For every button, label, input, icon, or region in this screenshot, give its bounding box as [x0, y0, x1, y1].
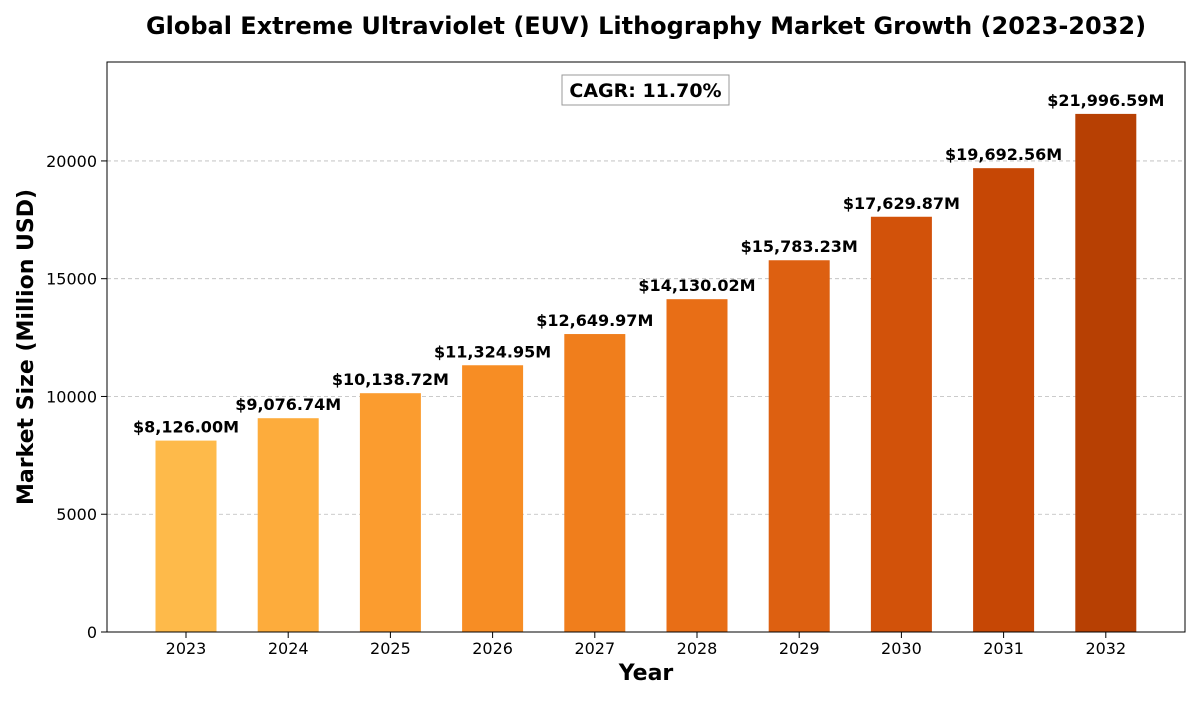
cagr-box [561, 74, 730, 106]
cagr-annotation: CAGR: 11.70% [561, 74, 730, 106]
y-axis-title: Market Size (Million USD) [14, 189, 39, 505]
bar-2031 [973, 168, 1035, 632]
bar-2026 [462, 365, 524, 632]
data-label-2032: $21,996.59M [1047, 91, 1164, 110]
y-tick-label: 15000 [46, 270, 97, 289]
x-tick-label-2023: 2023 [166, 639, 207, 658]
bar-2027 [564, 334, 626, 632]
bar-2032 [1075, 113, 1137, 632]
bar-2024 [257, 418, 319, 632]
y-tick-label: 20000 [46, 152, 97, 171]
bar-2023 [155, 440, 217, 632]
data-label-2030: $17,629.87M [843, 194, 960, 213]
chart-title: Global Extreme Ultraviolet (EUV) Lithogr… [146, 12, 1146, 40]
data-label-2031: $19,692.56M [945, 145, 1062, 164]
y-tick-label: 0 [87, 623, 97, 642]
y-axis-ticks: 0 5000 10000 15000 20000 [46, 152, 107, 642]
x-tick-label-2028: 2028 [677, 639, 718, 658]
y-tick-label: 5000 [56, 505, 97, 524]
x-axis-ticks: 2023 2024 2025 2026 2027 2028 2029 2030 2031 2032 [166, 632, 1126, 658]
data-label-2026: $11,324.95M [434, 342, 551, 361]
data-label-2025: $10,138.72M [332, 370, 449, 389]
x-tick-label-2026: 2026 [472, 639, 513, 658]
data-label-2023: $8,126.00M [133, 418, 239, 437]
x-tick-label-2032: 2032 [1085, 639, 1126, 658]
cagr-text: CAGR: 11.70% [569, 80, 721, 102]
data-label-2027: $12,649.97M [536, 311, 653, 330]
x-tick-label-2030: 2030 [881, 639, 922, 658]
x-tick-label-2025: 2025 [370, 639, 411, 658]
bar-2025 [359, 393, 421, 632]
plot-frame [106, 61, 1186, 633]
data-label-2024: $9,076.74M [235, 395, 341, 414]
bar-2030 [870, 216, 932, 633]
bar-2029 [768, 260, 830, 632]
data-label-2028: $14,130.02M [638, 276, 755, 295]
x-axis-title: Year [618, 661, 674, 686]
x-tick-label-2024: 2024 [268, 639, 309, 658]
x-tick-label-2027: 2027 [574, 639, 615, 658]
bars [155, 113, 1137, 633]
x-tick-label-2031: 2031 [983, 639, 1024, 658]
bar-2028 [666, 299, 728, 632]
x-tick-label-2029: 2029 [779, 639, 820, 658]
data-labels: $8,126.00M $9,076.74M $10,138.72M $11,324.9… [133, 91, 1164, 437]
data-label-2029: $15,783.23M [741, 237, 858, 256]
y-tick-label: 10000 [46, 387, 97, 406]
